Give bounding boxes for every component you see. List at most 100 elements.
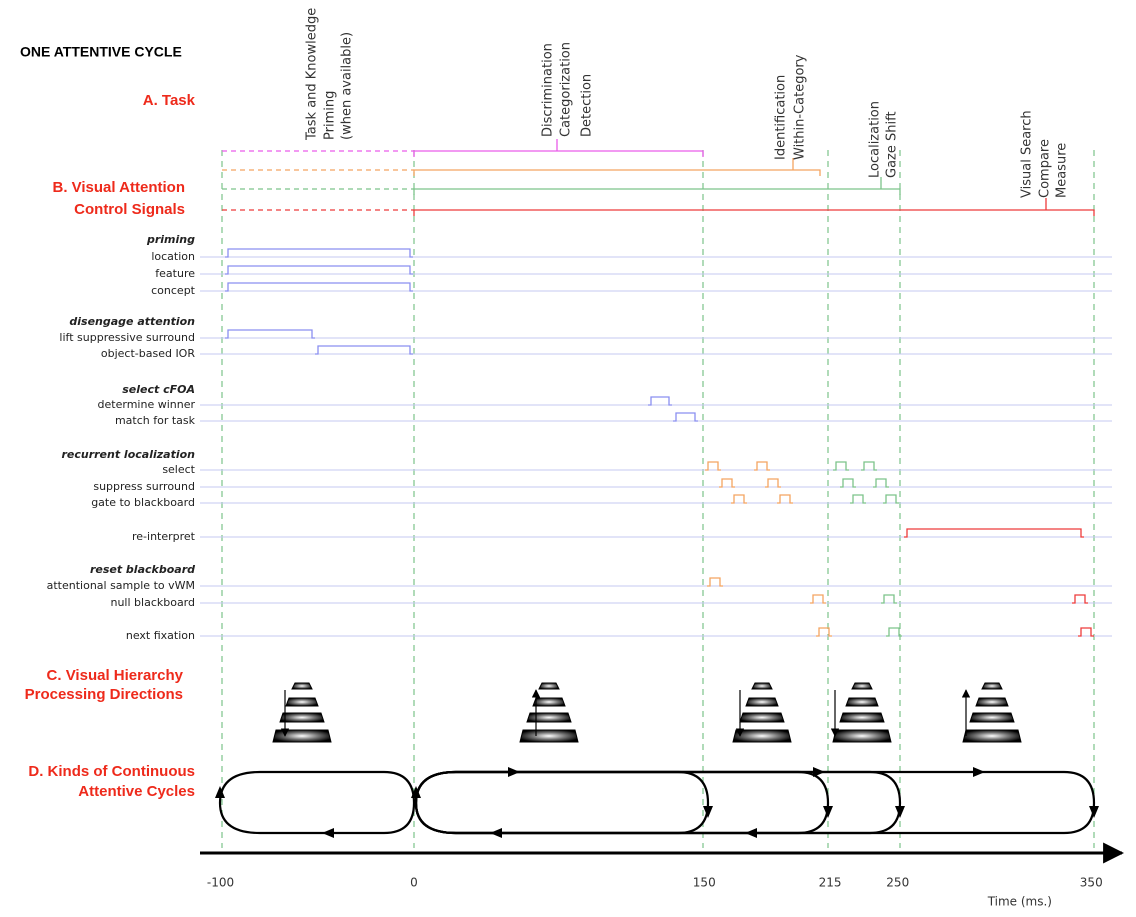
signal-label: null blackboard [110, 596, 195, 609]
control-bracket [414, 158, 820, 176]
pyramid-layer [833, 730, 891, 742]
time-tick-label: -100 [207, 876, 234, 890]
signal-label: match for task [115, 414, 196, 427]
signal-label: concept [151, 284, 196, 297]
pyramid-layer [840, 713, 884, 722]
signal-pulse [719, 479, 735, 487]
time-tick-label: 150 [693, 876, 716, 890]
pyramid-layer [752, 683, 772, 689]
signal-pulse [754, 462, 770, 470]
signal-label: feature [155, 267, 195, 280]
cycle-arrow [813, 767, 825, 777]
signal-pulse [1072, 595, 1088, 603]
pyramid-layer [286, 698, 318, 706]
pyramid-layer [527, 713, 571, 722]
time-tick-label: 215 [819, 876, 842, 890]
time-tick-label: 350 [1080, 876, 1103, 890]
pyramid-layer [533, 698, 565, 706]
task-label: Task and Knowledge [305, 8, 320, 141]
cycle-arrow [703, 806, 713, 818]
signal-group: reset blackboard [90, 563, 195, 576]
signal-pulse [886, 628, 902, 636]
signal-pulse [705, 462, 721, 470]
signal-label: lift suppressive surround [59, 331, 195, 344]
signal-pulse [810, 595, 826, 603]
cycle-arrow [1089, 806, 1099, 818]
pyramid-layer [292, 683, 312, 689]
control-bracket [414, 139, 703, 157]
signal-pulse [850, 495, 866, 503]
section-label: Control Signals [74, 201, 185, 218]
task-label: Within-Category [793, 54, 808, 160]
cycle-arrow [973, 767, 985, 777]
signal-pulse [673, 413, 698, 421]
pyramid-layer [970, 713, 1014, 722]
axis-label: Time (ms.) [987, 895, 1052, 909]
signal-pulse [315, 346, 413, 354]
signal-pulse [731, 495, 747, 503]
section-label: C. Visual Hierarchy [47, 667, 184, 684]
task-label: Identification [774, 75, 789, 160]
task-label: Priming [323, 91, 338, 140]
cycle-loop [416, 772, 1094, 833]
signal-pulse [816, 628, 832, 636]
signal-pulse [840, 479, 856, 487]
signal-label: suppress surround [93, 480, 195, 493]
task-label: Localization [868, 101, 883, 178]
task-label: Compare [1038, 139, 1053, 198]
task-label: Gaze Shift [885, 111, 900, 178]
pyramid-layer [539, 683, 559, 689]
pyramid-layer [740, 713, 784, 722]
pyramid-layer [520, 730, 578, 742]
section-label: D. Kinds of Continuous [28, 763, 195, 780]
signal-label: next fixation [126, 629, 195, 642]
task-label: (when available) [340, 32, 355, 140]
signal-label: determine winner [98, 398, 196, 411]
signal-pulse [777, 495, 793, 503]
signal-label: gate to blackboard [91, 496, 195, 509]
pyramid-layer [852, 683, 872, 689]
signal-pulse [225, 283, 413, 291]
signal-group: recurrent localization [61, 448, 195, 461]
section-label: A. Task [143, 92, 196, 109]
pyramid-layer [976, 698, 1008, 706]
cycle-loop [220, 772, 414, 833]
signal-group: disengage attention [69, 315, 195, 328]
signal-pulse [833, 462, 849, 470]
signal-pulse [861, 462, 877, 470]
signal-label: re-interpret [132, 530, 196, 543]
pyramid-layer [733, 730, 791, 742]
signal-pulse [225, 249, 413, 257]
figure: ONE ATTENTIVE CYCLE A. Task B. Visual At… [0, 0, 1136, 913]
cycle-arrow [745, 828, 757, 838]
pyramid-layer [982, 683, 1002, 689]
cycle-loop [416, 772, 708, 833]
title: ONE ATTENTIVE CYCLE [20, 44, 182, 60]
section-label: Attentive Cycles [78, 783, 195, 800]
pyramid-layer [273, 730, 331, 742]
section-label: B. Visual Attention [52, 179, 185, 196]
task-label: Detection [580, 74, 595, 137]
signal-pulse [1078, 628, 1094, 636]
task-label: Categorization [559, 42, 574, 137]
signal-group: priming [146, 233, 195, 246]
cycle-arrow [490, 828, 502, 838]
signal-pulse [707, 578, 723, 586]
pyramid-layer [846, 698, 878, 706]
task-label: Discrimination [541, 43, 556, 137]
signal-label: attentional sample to vWM [47, 579, 195, 592]
cycle-arrow [322, 828, 334, 838]
task-label: Measure [1055, 143, 1070, 198]
cycle-loop [416, 772, 828, 833]
signal-pulse [765, 479, 781, 487]
time-tick-label: 250 [886, 876, 909, 890]
signal-pulse [883, 495, 899, 503]
time-tick-label: 0 [410, 876, 418, 890]
signal-group: select cFOA [122, 383, 195, 396]
control-bracket [414, 177, 900, 195]
signal-pulse [225, 330, 315, 338]
cycle-arrow [508, 767, 520, 777]
signal-label: location [151, 250, 195, 263]
cycle-arrow [823, 806, 833, 818]
task-label: Visual Search [1020, 110, 1035, 198]
